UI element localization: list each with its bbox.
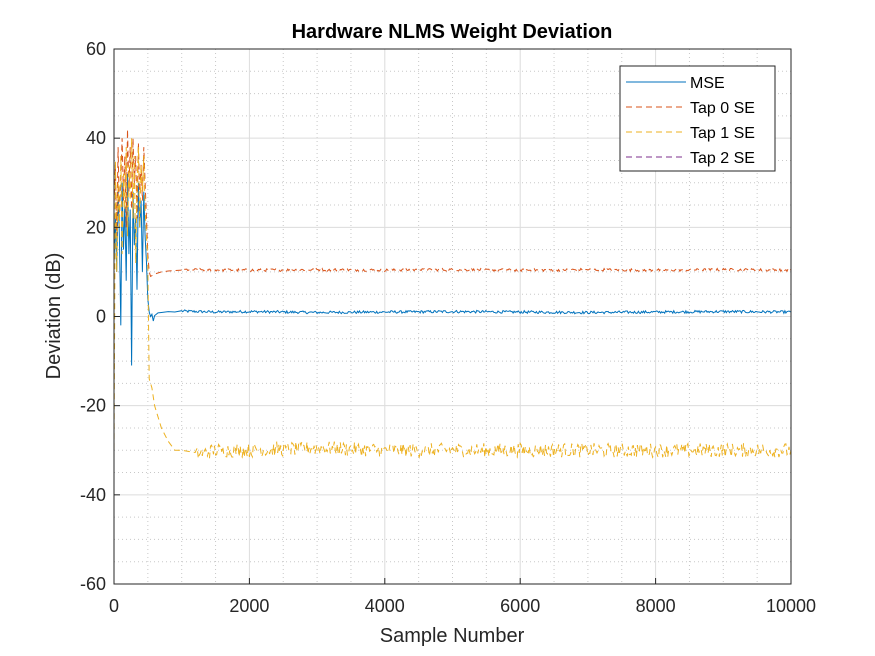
x-tick-label: 2000 — [229, 596, 269, 616]
legend-label: MSE — [690, 75, 725, 92]
y-tick-label: 60 — [86, 39, 106, 59]
y-tick-label: -40 — [80, 485, 106, 505]
y-axis-ticks: -60 -40 -20 0 20 40 60 — [80, 39, 120, 594]
series-layer — [114, 129, 791, 584]
y-tick-label: -60 — [80, 574, 106, 594]
y-tick-label: 40 — [86, 128, 106, 148]
x-tick-label: 0 — [109, 596, 119, 616]
x-axis-label: Sample Number — [380, 625, 525, 647]
y-tick-label: 20 — [86, 217, 106, 237]
y-axis-label: Deviation (dB) — [43, 253, 65, 380]
x-tick-label: 10000 — [766, 596, 816, 616]
legend-label: Tap 1 SE — [690, 125, 755, 142]
series-line-tap-1-se — [114, 138, 791, 460]
y-tick-label: -20 — [80, 396, 106, 416]
x-axis-ticks: 0 2000 4000 6000 8000 10000 — [109, 578, 816, 616]
legend-box — [619, 65, 776, 172]
x-tick-label: 8000 — [636, 596, 676, 616]
legend-label: Tap 2 SE — [690, 150, 755, 167]
legend-label: Tap 0 SE — [690, 100, 755, 117]
series-line-mse — [114, 173, 791, 366]
chart-title: Hardware NLMS Weight Deviation — [292, 21, 613, 43]
x-tick-label: 6000 — [500, 596, 540, 616]
series-line-tap-0-se — [114, 129, 791, 278]
x-tick-label: 4000 — [365, 596, 405, 616]
y-tick-label: 0 — [96, 307, 106, 327]
legend: MSE Tap 0 SE Tap 1 SE Tap 2 SE — [619, 65, 776, 172]
